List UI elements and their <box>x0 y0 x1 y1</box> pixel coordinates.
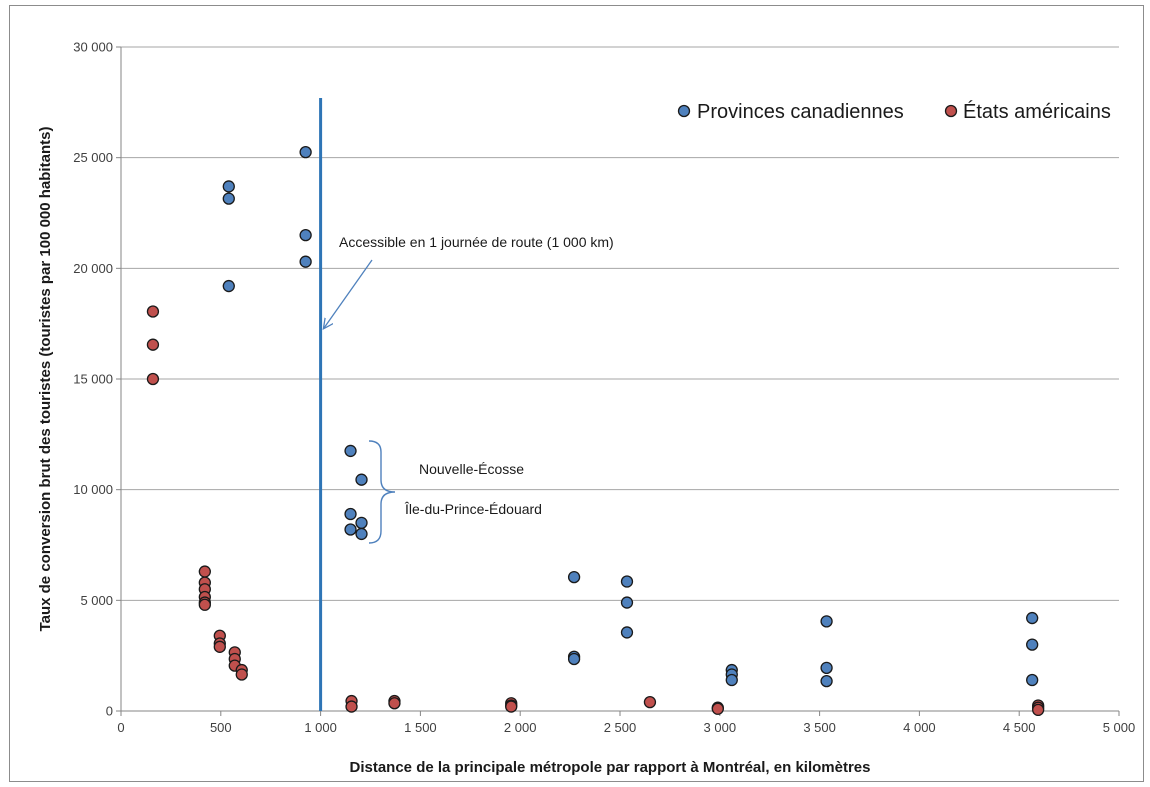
x-tick-label: 5 000 <box>1103 720 1136 735</box>
y-tick-label: 10 000 <box>73 482 113 497</box>
legend-label-provinces: Provinces canadiennes <box>697 101 904 123</box>
annotation-bracket <box>368 440 396 544</box>
axes <box>116 46 1120 716</box>
legend: Provinces canadiennes États américains <box>677 100 1111 123</box>
x-tick-label: 4 500 <box>1003 720 1036 735</box>
point-etats <box>198 565 211 578</box>
point-etats <box>505 700 518 713</box>
point-etats <box>711 702 724 715</box>
point-etats <box>198 598 211 611</box>
legend-marker-etats <box>944 104 958 118</box>
point-etats <box>345 700 358 713</box>
y-tick-label: 25 000 <box>73 150 113 165</box>
x-tick-label: 1 000 <box>304 720 337 735</box>
legend-label-etats: États américains <box>963 100 1111 123</box>
point-etats <box>388 697 401 710</box>
y-tick-label: 20 000 <box>73 261 113 276</box>
point-provinces <box>355 473 368 486</box>
point-etats <box>235 668 248 681</box>
point-provinces <box>820 674 833 688</box>
point-provinces <box>820 615 833 628</box>
point-provinces <box>344 523 357 536</box>
annotation-ipe: Île-du-Prince-Édouard <box>404 501 542 517</box>
x-tick-label: 0 <box>117 720 124 735</box>
x-tick-label: 2 500 <box>604 720 637 735</box>
x-tick-label: 2 000 <box>504 720 537 735</box>
point-etats <box>213 640 226 653</box>
point-etats <box>146 338 160 351</box>
annotation-arrow <box>324 259 373 328</box>
point-provinces <box>620 596 634 609</box>
point-provinces <box>344 507 357 521</box>
point-etats <box>146 372 160 386</box>
point-provinces <box>299 145 312 159</box>
point-provinces <box>355 516 368 530</box>
point-provinces <box>222 279 235 293</box>
y-tick-label: 0 <box>106 704 113 719</box>
y-tick-label: 15 000 <box>73 372 113 387</box>
annotation-nouvelle-ecosse: Nouvelle-Écosse <box>419 461 524 477</box>
point-provinces <box>567 652 581 666</box>
point-provinces <box>820 661 833 674</box>
point-provinces <box>222 192 235 205</box>
annotation-arrow-label: Accessible en 1 journée de route (1 000 … <box>339 234 614 250</box>
y-tick-label: 5 000 <box>80 593 113 608</box>
legend-marker-provinces <box>677 104 691 118</box>
x-tick-label: 1 500 <box>404 720 437 735</box>
point-provinces <box>1026 638 1039 651</box>
point-provinces <box>222 180 235 193</box>
point-provinces <box>620 575 634 588</box>
point-etats <box>1032 703 1045 717</box>
point-provinces <box>725 673 738 687</box>
gridlines <box>121 46 1119 601</box>
data-points <box>146 145 1045 717</box>
point-provinces <box>299 255 312 268</box>
point-provinces <box>344 444 357 458</box>
point-provinces <box>620 626 634 639</box>
x-tick-label: 3 000 <box>704 720 737 735</box>
x-tick-label: 3 500 <box>803 720 836 735</box>
point-provinces <box>1026 673 1039 687</box>
point-provinces <box>355 527 368 541</box>
point-provinces <box>299 228 312 242</box>
point-provinces <box>567 570 581 584</box>
point-provinces <box>1026 611 1039 625</box>
tick-labels: 0 5 000 10 000 15 000 20 000 25 000 30 000 0 500… <box>73 40 1135 736</box>
y-axis-title: Taux de conversion brut des touristes (t… <box>37 127 54 632</box>
y-tick-label: 30 000 <box>73 40 113 55</box>
x-tick-label: 4 000 <box>903 720 936 735</box>
x-tick-label: 500 <box>210 720 232 735</box>
point-etats <box>643 695 657 709</box>
point-etats <box>146 305 160 318</box>
x-axis-title: Distance de la principale métropole par … <box>350 759 871 776</box>
